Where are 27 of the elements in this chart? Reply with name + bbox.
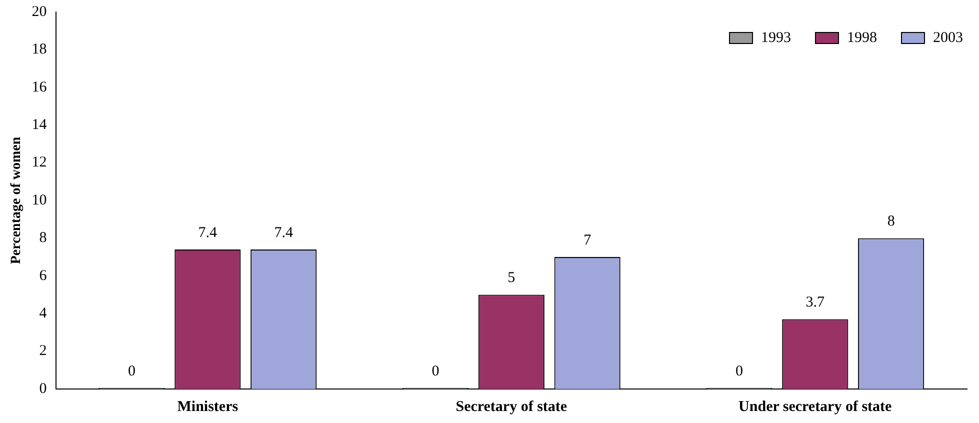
data-label: 7.4 <box>274 224 294 241</box>
y-tick-label: 20 <box>32 4 47 20</box>
data-label: 3.7 <box>806 294 826 311</box>
x-tick-label: Ministers <box>177 398 238 415</box>
data-label: 0 <box>735 363 743 380</box>
data-label: 0 <box>128 363 136 380</box>
y-tick-label: 0 <box>39 380 47 397</box>
data-label: 0 <box>432 363 440 380</box>
data-label: 7 <box>584 232 592 248</box>
x-tick-label: Under secretary of state <box>738 398 892 415</box>
y-tick-label: 18 <box>32 42 47 58</box>
y-tick-label: 16 <box>32 79 48 96</box>
y-tick-label: 8 <box>39 230 47 246</box>
y-tick-label: 6 <box>39 268 48 284</box>
y-axis-title: Percentage of women <box>9 136 24 264</box>
y-tick-label: 10 <box>32 192 47 208</box>
x-tick-label: Secretary of state <box>456 398 568 415</box>
y-tick-label: 2 <box>39 343 47 360</box>
data-label: 7.4 <box>198 224 218 241</box>
legend-label: 1993 <box>761 30 791 46</box>
data-label: 5 <box>508 270 516 286</box>
data-label: 8 <box>887 214 895 230</box>
legend-label: 2003 <box>933 30 963 46</box>
y-tick-label: 4 <box>39 306 48 322</box>
legend-label: 1998 <box>847 30 877 46</box>
y-tick-label: 14 <box>32 117 48 134</box>
y-tick-label: 12 <box>32 154 47 171</box>
